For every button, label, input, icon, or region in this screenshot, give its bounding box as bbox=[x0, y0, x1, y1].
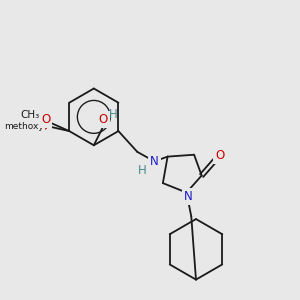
Text: methoxy: methoxy bbox=[4, 122, 44, 131]
Text: N: N bbox=[184, 190, 193, 203]
Text: O: O bbox=[41, 113, 50, 126]
Text: H: H bbox=[138, 164, 146, 177]
Text: O: O bbox=[38, 120, 47, 133]
Text: N: N bbox=[150, 155, 159, 168]
Text: O: O bbox=[215, 149, 224, 162]
Text: H: H bbox=[109, 108, 118, 121]
Text: CH₃: CH₃ bbox=[20, 110, 39, 120]
Text: O: O bbox=[99, 113, 108, 126]
